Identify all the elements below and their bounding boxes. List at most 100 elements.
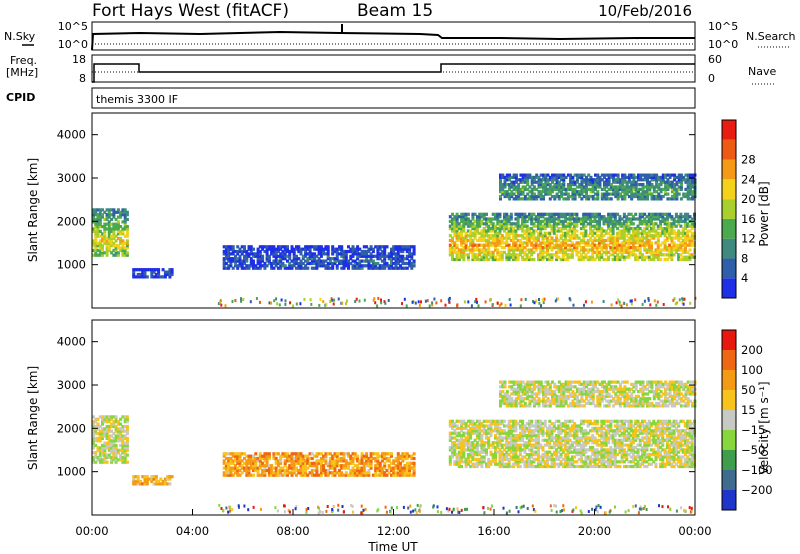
heatmap-cell <box>457 450 461 454</box>
heatmap-cell <box>247 454 251 458</box>
heatmap-cell <box>539 253 543 257</box>
heatmap-cell <box>310 461 314 465</box>
heatmap-cell <box>668 246 672 250</box>
heatmap-cell <box>571 190 575 194</box>
heatmap-cell <box>380 459 384 463</box>
ground-scatter-cell <box>234 299 237 302</box>
heatmap-cell <box>652 187 656 191</box>
heatmap-cell <box>577 236 581 240</box>
heatmap-cell <box>494 429 497 433</box>
heatmap-cell <box>92 432 95 436</box>
heatmap-cell <box>390 461 393 465</box>
heatmap-cell <box>532 445 536 450</box>
heatmap-cell <box>469 229 473 233</box>
heatmap-cell <box>562 185 566 189</box>
heatmap-cell <box>620 255 624 259</box>
heatmap-cell <box>580 190 584 194</box>
heatmap-cell <box>537 426 540 430</box>
heatmap-cell <box>475 450 479 454</box>
heatmap-cell <box>690 222 694 226</box>
heatmap-cell <box>537 453 540 457</box>
heatmap-cell <box>356 466 360 470</box>
heatmap-cell <box>322 471 326 475</box>
heatmap-cell <box>539 462 543 466</box>
heatmap-cell <box>625 217 629 221</box>
ground-scatter-cell <box>467 300 470 304</box>
heatmap-cell <box>691 185 695 189</box>
heatmap-cell <box>668 231 672 235</box>
heatmap-cell <box>670 180 674 184</box>
heatmap-cell <box>521 219 525 223</box>
heatmap-cell <box>595 234 599 238</box>
heatmap-cell <box>637 194 640 199</box>
heatmap-cell <box>539 212 543 216</box>
heatmap-cell <box>274 471 278 475</box>
heatmap-cell <box>263 266 267 270</box>
heatmap-cell <box>254 464 258 468</box>
heatmap-cell <box>557 197 561 201</box>
heatmap-cell <box>548 438 552 442</box>
heatmap-cell <box>611 234 615 238</box>
heatmap-cell <box>509 429 513 433</box>
heatmap-cell <box>681 257 685 262</box>
heatmap-cell <box>96 417 100 421</box>
heatmap-cell <box>487 236 491 240</box>
heatmap-cell <box>333 261 337 266</box>
heatmap-cell <box>552 453 556 457</box>
heatmap-cell <box>274 452 278 456</box>
heatmap-cell <box>548 238 552 243</box>
heatmap-cell <box>482 222 486 226</box>
heatmap-cell <box>598 246 601 250</box>
heatmap-cell <box>105 244 109 248</box>
heatmap-cell <box>681 241 685 245</box>
heatmap-cell <box>544 175 548 179</box>
heatmap-cell <box>647 224 651 228</box>
heatmap-cell <box>475 429 479 433</box>
heatmap-cell <box>460 457 464 461</box>
heatmap-cell <box>539 185 543 189</box>
heatmap-cell <box>512 257 516 262</box>
heatmap-cell <box>394 247 398 251</box>
ground-scatter-cell <box>242 298 245 301</box>
heatmap-cell <box>245 259 249 263</box>
heatmap-cell <box>224 249 228 254</box>
heatmap-cell <box>636 227 640 231</box>
heatmap-cell <box>494 215 497 219</box>
heatmap-cell <box>245 264 249 268</box>
heatmap-cell <box>487 253 491 257</box>
heatmap-cell <box>290 245 294 249</box>
heatmap-cell <box>552 441 556 445</box>
heatmap-cell <box>620 229 624 233</box>
heatmap-cell <box>690 253 694 257</box>
heatmap-cell <box>518 227 522 231</box>
heatmap-cell <box>469 231 473 235</box>
heatmap-cell <box>686 173 690 177</box>
heatmap-cell <box>537 431 540 435</box>
heatmap-cell <box>641 243 644 247</box>
heatmap-cell <box>103 420 107 424</box>
heatmap-cell <box>555 253 559 257</box>
heatmap-cell <box>245 471 249 475</box>
heatmap-cell <box>487 460 491 464</box>
heatmap-cell <box>580 175 584 179</box>
heatmap-cell <box>689 175 692 179</box>
heatmap-cell <box>566 173 570 177</box>
heatmap-cell <box>517 194 521 199</box>
heatmap-cell <box>453 441 457 445</box>
heatmap-cell <box>509 212 513 216</box>
heatmap-cell <box>650 183 654 187</box>
heatmap-cell <box>462 212 466 216</box>
heatmap-cell <box>295 461 298 465</box>
heatmap-cell <box>462 445 466 450</box>
heatmap-cell <box>541 253 545 257</box>
heatmap-cell <box>686 229 690 233</box>
heatmap-cell <box>548 443 552 447</box>
heatmap-cell <box>593 224 597 228</box>
heatmap-cell <box>527 217 531 221</box>
heatmap-cell <box>487 248 491 252</box>
heatmap-cell <box>322 459 326 463</box>
heatmap-cell <box>487 462 491 466</box>
heatmap-cell <box>491 250 495 254</box>
heatmap-cell <box>612 192 616 196</box>
heatmap-cell <box>482 246 486 250</box>
